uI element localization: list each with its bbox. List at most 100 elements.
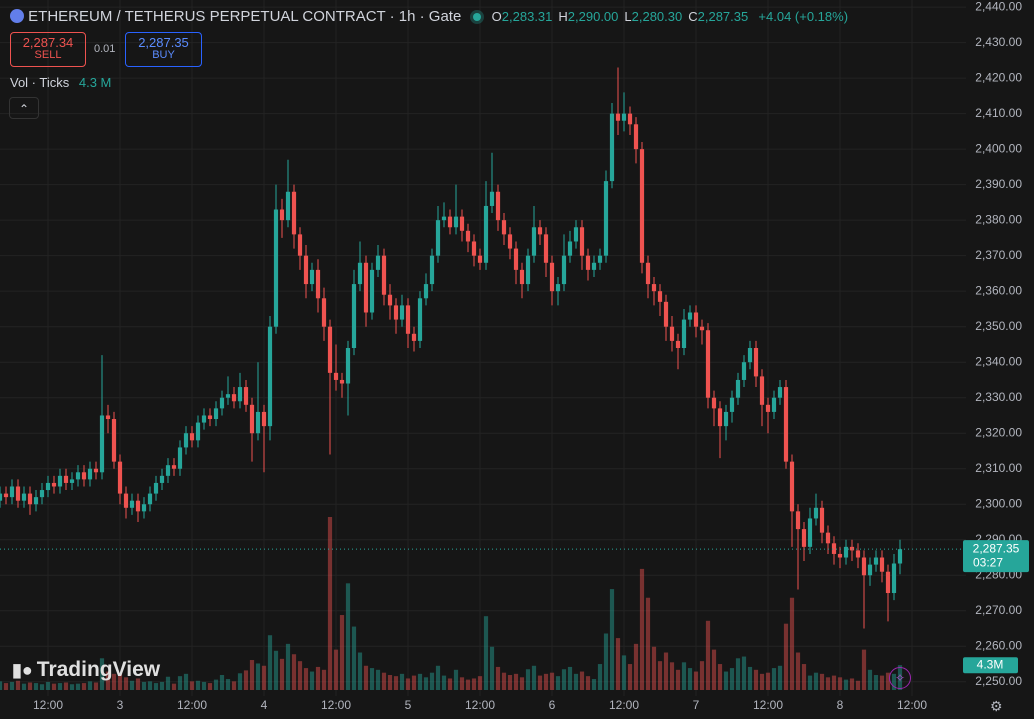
- y-tick-label: 2,340.00: [975, 354, 1022, 368]
- candle-body: [51, 482, 57, 487]
- candle-body: [681, 319, 687, 348]
- ohlc-key: L: [624, 9, 632, 24]
- volume-bar: [579, 671, 585, 690]
- candle-body: [375, 255, 381, 270]
- candle-body: [747, 348, 753, 363]
- candle-body: [393, 305, 399, 320]
- logo-text: TradingView: [36, 658, 161, 681]
- volume-bar: [615, 638, 621, 690]
- candle-body: [381, 255, 387, 295]
- volume-bar: [645, 597, 651, 690]
- volume-bar: [525, 669, 531, 690]
- candle-body: [801, 529, 807, 547]
- candle-body: [765, 404, 771, 412]
- candle-body: [189, 433, 195, 441]
- candle-body: [669, 326, 675, 341]
- volume-bar: [387, 675, 393, 690]
- candle-body: [543, 234, 549, 263]
- sell-button[interactable]: 2,287.34 SELL: [10, 32, 86, 67]
- candle-body: [255, 411, 261, 434]
- candle-body: [867, 564, 873, 576]
- candle-body: [825, 532, 831, 544]
- candle-body: [27, 493, 33, 505]
- volume-bar: [471, 678, 477, 690]
- collapse-button[interactable]: ⌃: [9, 97, 39, 119]
- candle-body: [477, 255, 483, 263]
- volume-bar: [57, 683, 63, 690]
- volume-bar: [771, 668, 777, 690]
- candle-body: [261, 411, 267, 427]
- candle-body: [243, 387, 249, 405]
- volume-bar: [0, 681, 3, 690]
- candle-body: [429, 255, 435, 285]
- volume-bar: [519, 677, 525, 690]
- x-tick-label: 12:00: [609, 698, 639, 712]
- volume-bar: [885, 672, 891, 690]
- candle-body: [879, 557, 885, 572]
- candle-body: [411, 333, 417, 341]
- candle-body: [81, 472, 87, 480]
- volume-bar: [135, 678, 141, 690]
- volume-bar: [423, 677, 429, 690]
- volume-bar: [405, 678, 411, 690]
- volume-bar: [777, 665, 783, 690]
- candle-body: [297, 234, 303, 256]
- candle-body: [741, 362, 747, 380]
- buy-label: BUY: [152, 49, 175, 61]
- candle-body: [591, 262, 597, 270]
- candle-body: [705, 330, 711, 398]
- volume-bar: [273, 650, 279, 690]
- symbol[interactable]: ETHEREUM / TETHERUS PERPETUAL CONTRACT ·…: [28, 8, 462, 25]
- y-tick-label: 2,320.00: [975, 425, 1022, 439]
- candle-body: [147, 493, 153, 505]
- buy-button[interactable]: 2,287.35 BUY: [125, 32, 202, 67]
- x-tick-label: 7: [693, 698, 700, 712]
- volume-bar: [321, 669, 327, 690]
- volume-bar: [105, 671, 111, 690]
- candle-body: [183, 433, 189, 448]
- candle-body: [93, 468, 99, 473]
- volume-bar: [51, 683, 57, 690]
- volume-bar: [255, 663, 261, 690]
- candle-body: [585, 255, 591, 270]
- volume-bar: [831, 675, 837, 690]
- volume-bar: [453, 669, 459, 690]
- candle-body: [489, 191, 495, 206]
- candle-body: [645, 262, 651, 285]
- volume-bar: [411, 675, 417, 690]
- candle-body: [627, 113, 633, 125]
- last-price-tag: [963, 540, 1029, 573]
- candle-body: [789, 461, 795, 512]
- volume-bar: [87, 681, 93, 690]
- volume-bar: [603, 633, 609, 690]
- volume-bar: [399, 673, 405, 690]
- volume-bar: [573, 673, 579, 690]
- volume-bar: [873, 675, 879, 690]
- volume-bar: [879, 675, 885, 690]
- candle-body: [513, 248, 519, 270]
- x-tick-label: 5: [405, 698, 412, 712]
- volume-bar: [153, 683, 159, 690]
- volume-bar: [327, 517, 333, 690]
- candle-body: [813, 507, 819, 519]
- candle-body: [675, 340, 681, 348]
- candle-body: [285, 191, 291, 221]
- candle-body: [213, 408, 219, 420]
- candle-body: [249, 404, 255, 434]
- candle-body: [639, 149, 645, 263]
- settings-icon[interactable]: ⚙: [990, 698, 1003, 714]
- volume-bar: [663, 652, 669, 690]
- candle-body: [63, 475, 69, 483]
- volume-bar: [609, 589, 615, 690]
- candle-body: [759, 376, 765, 405]
- volume-bar: [483, 616, 489, 690]
- volume-bar: [585, 676, 591, 690]
- volume-bar: [735, 658, 741, 690]
- volume-bar: [813, 672, 819, 690]
- x-tick-label: 12:00: [33, 698, 63, 712]
- candle-body: [783, 387, 789, 462]
- x-tick-label: 4: [261, 698, 268, 712]
- alert-icon[interactable]: ✧: [889, 667, 911, 689]
- volume-bar: [729, 668, 735, 690]
- volume-bar: [9, 681, 15, 690]
